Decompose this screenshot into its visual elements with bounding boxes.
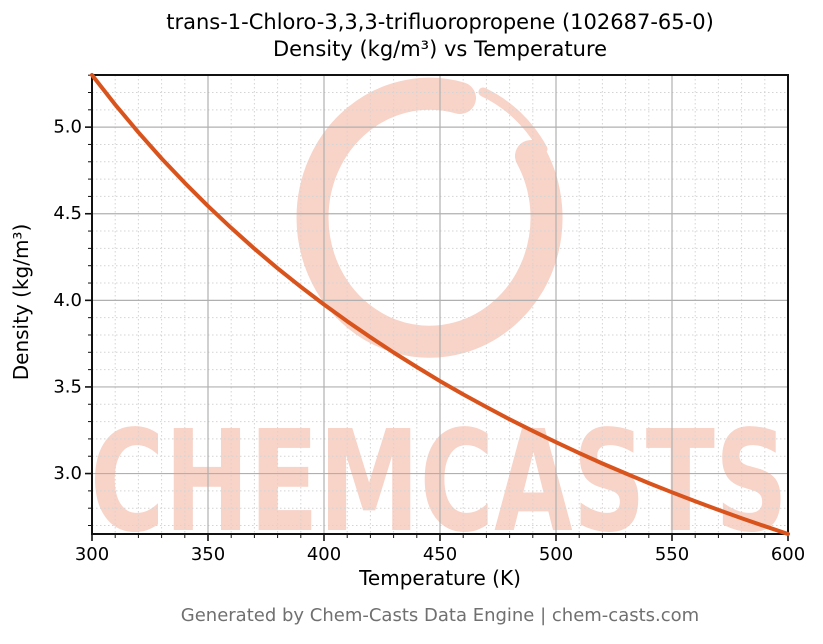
chart-title-line1: trans-1-Chloro-3,3,3-trifluoropropene (1… xyxy=(166,10,714,34)
x-tick-label: 600 xyxy=(771,544,805,565)
watermark: CHEMCASTS xyxy=(90,77,788,564)
y-tick-label: 3.0 xyxy=(53,463,82,484)
y-tick-label: 5.0 xyxy=(53,117,82,138)
density-curve xyxy=(90,73,790,536)
x-tick-label: 300 xyxy=(75,544,109,565)
x-tick-label: 500 xyxy=(539,544,573,565)
chart-title: trans-1-Chloro-3,3,3-trifluoropropene (1… xyxy=(92,9,788,63)
x-tick-label: 400 xyxy=(307,544,341,565)
y-axis-title: Density (kg/m³) xyxy=(9,223,33,381)
plot-border xyxy=(91,74,789,535)
x-axis-title: Temperature (K) xyxy=(359,566,521,590)
chart-title-line2: Density (kg/m³) vs Temperature xyxy=(272,37,608,61)
x-tick-label: 450 xyxy=(423,544,457,565)
y-tick-label: 4.0 xyxy=(53,290,82,311)
x-tick-label: 350 xyxy=(191,544,225,565)
watermark-text: CHEMCASTS xyxy=(90,401,788,564)
watermark-swirl-flick-icon xyxy=(478,87,548,154)
x-tick-label: 550 xyxy=(655,544,689,565)
watermark-swirl-icon xyxy=(296,77,563,358)
y-tick-label: 4.5 xyxy=(53,203,82,224)
y-tick-label: 3.5 xyxy=(53,376,82,397)
footer-credit: Generated by Chem-Casts Data Engine | ch… xyxy=(180,605,700,626)
